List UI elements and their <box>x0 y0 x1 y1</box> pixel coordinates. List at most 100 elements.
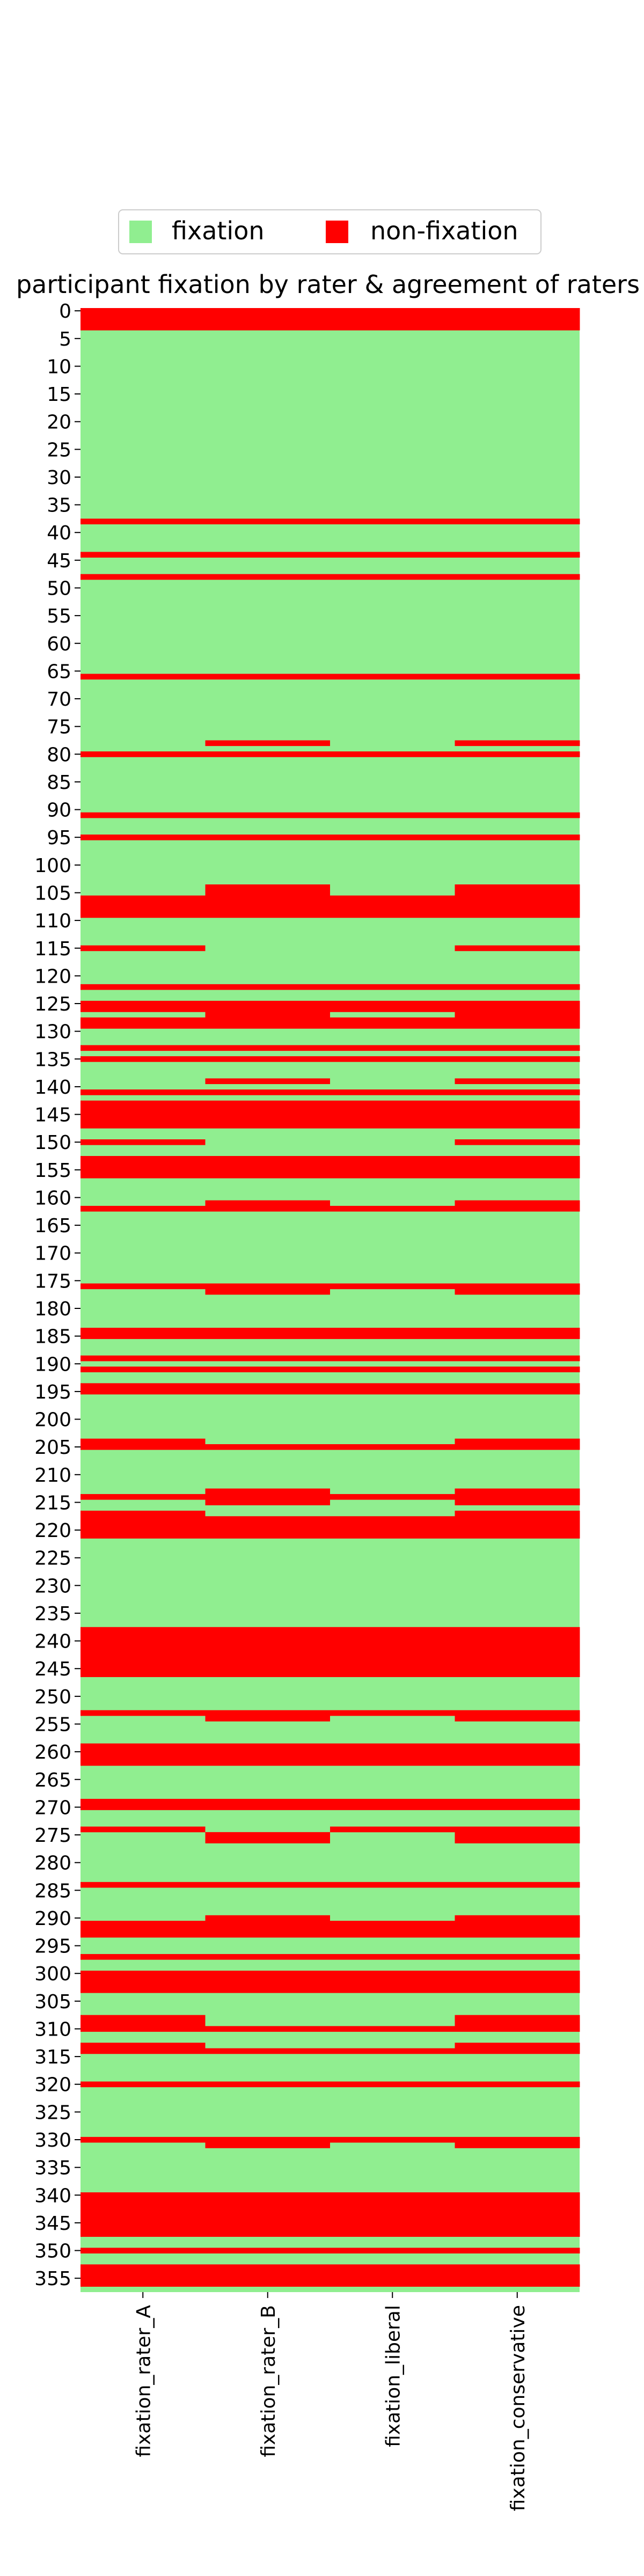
non-fixation-cell <box>205 1488 331 1505</box>
non-fixation-cell <box>80 1017 206 1029</box>
non-fixation-cell <box>455 2192 580 2237</box>
non-fixation-cell <box>80 984 206 990</box>
y-tick-label: 130 <box>34 1021 71 1043</box>
y-tick-label: 320 <box>34 2074 71 2096</box>
non-fixation-cell <box>80 1139 206 1145</box>
non-fixation-cell <box>455 1200 580 1212</box>
fixation-cell <box>330 308 455 2292</box>
non-fixation-cell <box>455 552 580 558</box>
non-fixation-cell <box>205 1882 331 1888</box>
y-tick-label: 30 <box>47 467 71 489</box>
non-fixation-cell <box>205 1089 331 1095</box>
non-fixation-cell <box>205 2081 331 2088</box>
non-fixation-cell <box>80 945 206 952</box>
y-tick-label: 300 <box>34 1963 71 1985</box>
y-tick-label: 170 <box>34 1243 71 1265</box>
y-tick-label: 240 <box>34 1631 71 1653</box>
non-fixation-cell <box>80 2136 206 2143</box>
x-tick-label: fixation_rater_B <box>258 2305 280 2457</box>
y-tick-label: 70 <box>47 689 71 711</box>
non-fixation-cell <box>205 1627 331 1678</box>
y-tick-label: 215 <box>34 1492 71 1514</box>
non-fixation-cell <box>205 674 331 680</box>
non-fixation-cell <box>80 812 206 818</box>
non-fixation-cell <box>330 1882 455 1888</box>
non-fixation-cell <box>205 1710 331 1722</box>
non-fixation-cell <box>455 2248 580 2254</box>
non-fixation-cell <box>205 1100 331 1129</box>
y-tick-label: 60 <box>47 633 71 655</box>
non-fixation-cell <box>455 945 580 952</box>
y-tick-label: 65 <box>47 661 71 683</box>
chart-title: participant fixation by rater & agreemen… <box>16 270 640 299</box>
non-fixation-cell <box>330 1627 455 1678</box>
y-tick-label: 200 <box>34 1409 71 1431</box>
non-fixation-cell <box>330 1366 455 1373</box>
non-fixation-cell <box>80 1000 206 1012</box>
y-tick-label: 135 <box>34 1049 71 1071</box>
non-fixation-cell <box>455 518 580 525</box>
non-fixation-cell <box>455 2264 580 2287</box>
non-fixation-cell <box>80 1971 206 1993</box>
non-fixation-cell <box>80 1494 206 1500</box>
heatmap-cells <box>80 308 580 2292</box>
non-fixation-cell <box>455 1743 580 1766</box>
y-tick-label: 105 <box>34 882 71 904</box>
y-tick-label: 355 <box>34 2268 71 2290</box>
non-fixation-cell <box>205 1156 331 1179</box>
x-tick-label: fixation_rater_A <box>133 2305 155 2457</box>
non-fixation-cell <box>455 1798 580 1810</box>
non-fixation-cell <box>330 1328 455 1340</box>
non-fixation-cell <box>455 674 580 680</box>
non-fixation-cell <box>205 2136 331 2148</box>
non-fixation-cell <box>455 1355 580 1362</box>
non-fixation-cell <box>455 1045 580 1051</box>
non-fixation-cell <box>205 1743 331 1766</box>
y-tick-label: 120 <box>34 965 71 987</box>
y-tick-label: 90 <box>47 800 71 822</box>
y-tick-label: 115 <box>34 938 71 960</box>
non-fixation-cell <box>205 884 331 918</box>
non-fixation-cell <box>455 1366 580 1373</box>
fixation-cell <box>80 308 206 2292</box>
non-fixation-cell <box>330 1383 455 1395</box>
non-fixation-cell <box>330 984 455 990</box>
y-tick-label: 230 <box>34 1575 71 1597</box>
non-fixation-cell <box>80 1355 206 1362</box>
non-fixation-cell <box>330 518 455 525</box>
non-fixation-cell <box>205 2192 331 2237</box>
y-tick-label: 280 <box>34 1853 71 1875</box>
y-tick-label: 225 <box>34 1548 71 1570</box>
non-fixation-cell <box>80 518 206 525</box>
non-fixation-cell <box>80 2192 206 2237</box>
non-fixation-cell <box>80 1089 206 1095</box>
legend-swatch-non-fixation <box>326 221 348 243</box>
non-fixation-cell <box>205 1283 331 1295</box>
y-tick-label: 270 <box>34 1797 71 1819</box>
non-fixation-cell <box>330 2026 455 2032</box>
non-fixation-cell <box>455 1826 580 1843</box>
non-fixation-cell <box>330 1826 455 1833</box>
non-fixation-cell <box>455 1488 580 1505</box>
non-fixation-cell <box>80 2043 206 2054</box>
non-fixation-cell <box>455 1383 580 1395</box>
non-fixation-cell <box>205 1078 331 1085</box>
non-fixation-cell <box>455 1882 580 1888</box>
y-tick-label: 50 <box>47 578 71 600</box>
non-fixation-cell <box>80 1383 206 1395</box>
non-fixation-cell <box>455 812 580 818</box>
y-tick-label: 295 <box>34 1936 71 1958</box>
y-tick-label: 85 <box>47 772 71 794</box>
y-tick-label: 35 <box>47 495 71 517</box>
non-fixation-cell <box>455 1078 580 1085</box>
y-tick-label: 95 <box>47 827 71 849</box>
y-tick-label: 140 <box>34 1077 71 1099</box>
non-fixation-cell <box>80 751 206 757</box>
non-fixation-cell <box>205 1832 331 1843</box>
y-tick-label: 265 <box>34 1769 71 1791</box>
non-fixation-cell <box>205 1954 331 1960</box>
non-fixation-cell <box>330 1045 455 1051</box>
y-tick-label: 290 <box>34 1908 71 1930</box>
non-fixation-cell <box>205 1056 331 1062</box>
